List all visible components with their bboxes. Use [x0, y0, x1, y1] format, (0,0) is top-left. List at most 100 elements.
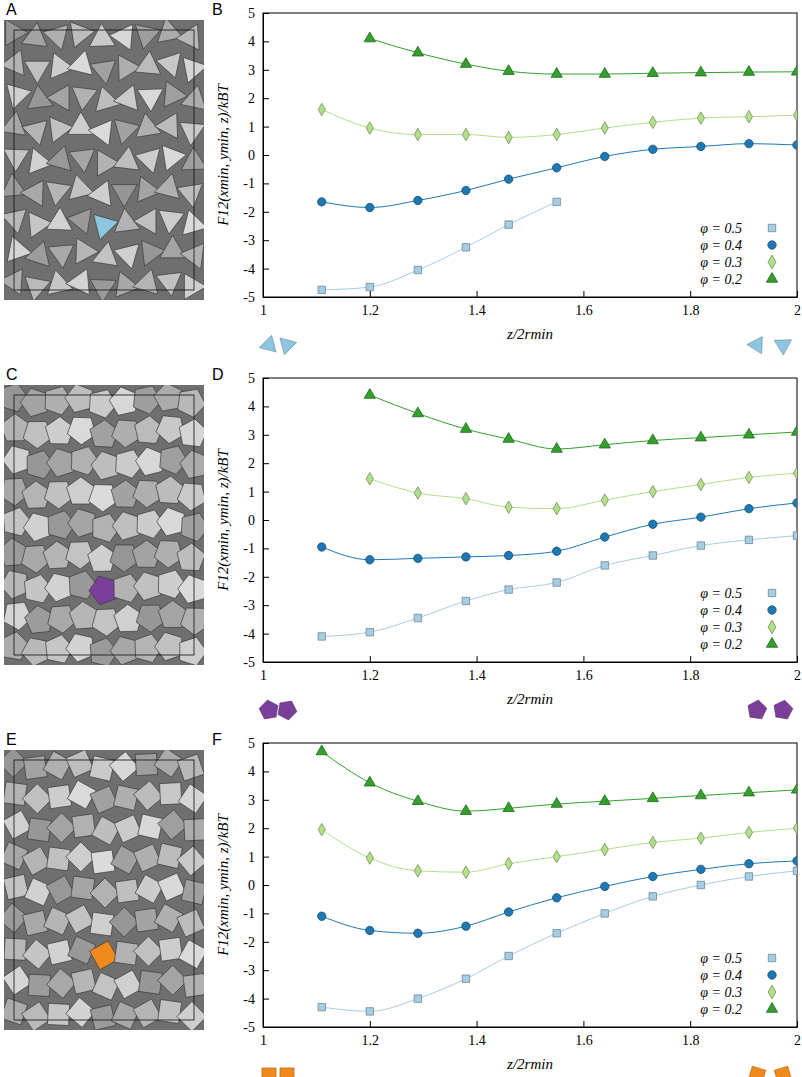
data-point	[793, 109, 797, 121]
particle	[135, 25, 160, 50]
particle	[177, 754, 204, 781]
x-axis-line	[264, 1027, 798, 1028]
legend-marker	[766, 637, 777, 647]
x-tick-mark	[583, 291, 584, 297]
particle	[68, 509, 95, 538]
particle	[94, 214, 119, 239]
y-tick-label: 4	[248, 34, 255, 49]
particle	[91, 850, 115, 874]
particle	[48, 245, 74, 269]
particle	[92, 816, 121, 845]
data-point	[599, 68, 610, 78]
snapshot	[4, 750, 204, 1030]
snapshot-frame	[14, 760, 194, 1020]
particle	[115, 879, 139, 903]
data-point	[793, 141, 797, 149]
x-tick-label: 1	[260, 668, 267, 683]
y-tick-mark	[263, 492, 269, 493]
data-point	[745, 110, 752, 122]
data-point	[366, 556, 374, 564]
y-tick: 0	[248, 148, 269, 163]
particle	[90, 912, 114, 936]
x-axis: 11.21.41.61.82	[260, 656, 801, 683]
y-tick-label: 5	[248, 736, 255, 751]
particle	[27, 818, 51, 842]
data-point	[503, 65, 514, 75]
y-tick-label: 4	[248, 399, 255, 414]
x-axis-title: z/2rmin	[506, 1056, 553, 1072]
data-point	[318, 198, 326, 206]
particle	[46, 146, 71, 171]
legend-marker	[768, 971, 776, 979]
x-tick: 1.4	[468, 1021, 486, 1048]
data-layer	[318, 32, 797, 294]
plot-frame	[263, 13, 797, 297]
data-point	[412, 795, 423, 805]
data-point	[318, 633, 325, 640]
plot-frame	[263, 378, 797, 662]
icon	[259, 700, 278, 719]
y-tick-label: 4	[248, 764, 255, 779]
y-tick: 2	[248, 91, 269, 106]
y-tick-label: -1	[243, 906, 255, 921]
y-tick-mark	[263, 297, 269, 298]
legend-marker	[768, 954, 775, 961]
particle	[114, 970, 143, 999]
particle	[67, 50, 92, 75]
data-point	[318, 912, 326, 920]
y-tick-label: -1	[243, 541, 255, 556]
legend: φ = 0.5φ = 0.4φ = 0.3φ = 0.2	[700, 586, 777, 652]
y-tick: 0	[248, 878, 269, 893]
x-tick-mark	[797, 291, 798, 297]
icon	[747, 337, 762, 354]
particle	[90, 1005, 115, 1030]
particle	[88, 120, 112, 146]
particle	[178, 940, 204, 969]
particle	[133, 269, 158, 294]
particle	[135, 875, 164, 904]
x-tick: 1.6	[575, 656, 593, 683]
particle	[138, 814, 163, 839]
icon	[280, 338, 297, 355]
y-tick-label: 2	[248, 821, 255, 836]
particle	[65, 385, 93, 413]
data-point	[745, 471, 752, 483]
data-point	[414, 266, 421, 273]
data-point	[505, 586, 512, 593]
x-tick-label: 1	[260, 1033, 267, 1048]
data-point	[553, 502, 560, 514]
panel-label: D	[212, 366, 224, 383]
data-point	[412, 46, 423, 56]
data-point	[649, 893, 656, 900]
x-tick: 2	[794, 1021, 801, 1048]
data-point	[505, 131, 512, 143]
data-point	[316, 745, 327, 755]
particle	[159, 210, 185, 234]
snapshot-background	[4, 385, 204, 665]
x-tick: 1.2	[362, 1021, 380, 1048]
data-point	[601, 494, 608, 506]
particle	[109, 752, 139, 782]
particle	[22, 846, 51, 875]
y-tick: 1	[248, 850, 269, 865]
data-point	[791, 425, 797, 435]
x-tick-label: 1.8	[682, 668, 700, 683]
figure: ACE11.21.41.61.82-5-4-3-2-1012345φ = 0.5…	[0, 0, 802, 1077]
particle	[20, 388, 47, 417]
particle	[47, 85, 70, 111]
particle	[50, 117, 74, 143]
particle	[23, 513, 51, 541]
particle	[25, 241, 50, 266]
particle	[114, 119, 139, 144]
snapshot-background	[4, 20, 204, 300]
particle	[178, 575, 204, 604]
series-line	[322, 202, 557, 290]
legend-marker	[768, 985, 776, 999]
x-tick: 1.6	[575, 1021, 593, 1048]
x-tick-mark	[477, 291, 478, 297]
data-point	[647, 434, 658, 444]
particle	[141, 240, 165, 266]
y-tick-label: 2	[248, 456, 255, 471]
particle	[92, 242, 118, 266]
data-point	[697, 865, 705, 873]
